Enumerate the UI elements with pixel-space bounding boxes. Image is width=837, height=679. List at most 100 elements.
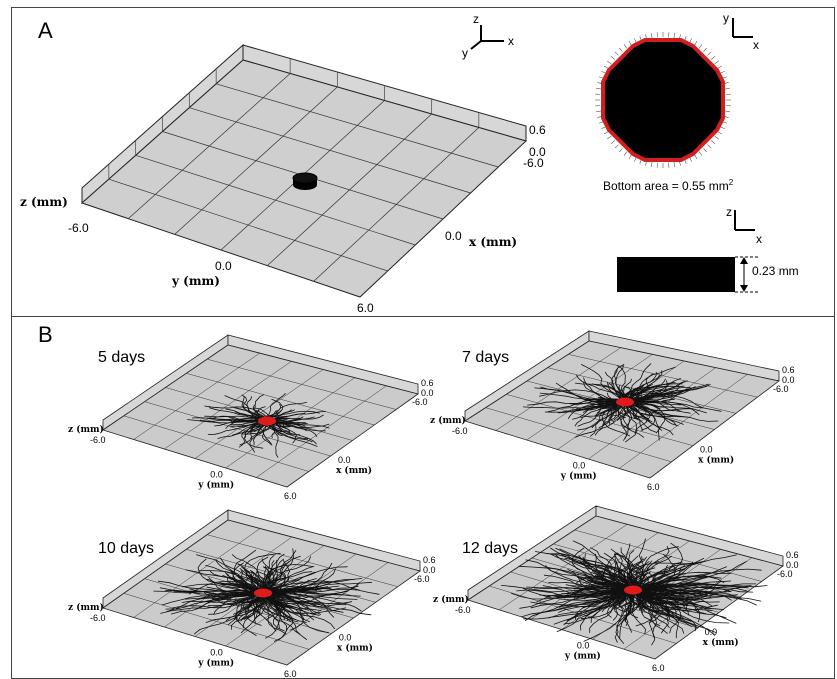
boundary-tick (604, 66, 608, 69)
plot-2: 7 days0.60.0-6.0z (mm)-6.00.0x (mm)0.0y … (430, 331, 795, 492)
implant-top-view (595, 32, 731, 168)
boundary-tick (604, 132, 608, 135)
y-tick-start: -6.0 (455, 605, 471, 615)
x-tick-mid: 0.0 (445, 229, 462, 243)
x-tick-mid: 0.0 (705, 627, 718, 637)
panel-a-label: A (38, 18, 53, 43)
x-tick-start: -6.0 (523, 156, 544, 170)
x-axis-label: x (mm) (698, 454, 734, 465)
y-tick-end: 6.0 (284, 491, 297, 501)
y-tick-start: -6.0 (90, 613, 106, 623)
y-tick-mid: 0.0 (210, 647, 223, 657)
z-tick-top: 0.6 (786, 550, 799, 560)
implant-top (293, 173, 317, 183)
y-tick-end: 6.0 (284, 669, 297, 679)
z-tick-top: 0.6 (782, 365, 795, 375)
x-axis-label: x (mm) (337, 643, 373, 654)
boundary-tick (711, 56, 715, 59)
implant-outline (603, 40, 723, 160)
z-tick-top: 0.6 (423, 555, 436, 565)
boundary-tick (611, 56, 615, 59)
z-axis-label: z (mm) (68, 602, 104, 613)
x-tick-mid: 0.0 (339, 633, 352, 643)
side-view-x: x (756, 232, 762, 246)
z-axis-label: z (mm) (430, 415, 466, 426)
y-axis-label: y (mm) (197, 657, 234, 668)
y-axis-label: y (mm) (560, 470, 597, 481)
boundary-tick (703, 48, 706, 52)
plot-title: 5 days (98, 349, 145, 366)
boundary-tick (690, 38, 692, 43)
boundary-tick (711, 140, 715, 143)
triad-z: z (473, 12, 479, 26)
y-tick-start: -6.0 (90, 435, 106, 445)
boundary-tick (725, 88, 730, 89)
boundary-tick (715, 61, 719, 64)
boundary-tick (611, 140, 615, 143)
plot-4: 12 days 0.60.0-6.0z (mm)-6.00.0x (mm)0.0y… (433, 506, 799, 673)
boundary-tick (690, 157, 692, 162)
y-tick-end: 6.0 (647, 482, 660, 492)
implant-marker (616, 398, 634, 407)
y-axis-label: y (mm) (564, 650, 601, 661)
boundary-tick (634, 38, 636, 43)
boundary-tick (720, 71, 725, 73)
boundary-tick (720, 127, 725, 129)
boundary-tick (619, 148, 622, 152)
x-tick-start: -6.0 (412, 397, 428, 407)
top-view-x: x (753, 38, 759, 52)
y-tick-mid: 0.0 (210, 469, 223, 479)
y-axis-label: y (mm) (171, 274, 220, 288)
implant-side-view (617, 257, 735, 292)
plot-title: 12 days (462, 540, 518, 557)
x-tick-start: -6.0 (414, 574, 430, 584)
boundary-tick (695, 155, 698, 159)
boundary-tick (615, 145, 619, 149)
panel-b-label: B (38, 322, 53, 347)
boundary-tick (607, 136, 611, 139)
plot-title: 10 days (98, 540, 154, 557)
boundary-tick (674, 33, 675, 38)
x-tick-mid: 0.0 (700, 444, 713, 454)
boundary-tick (607, 61, 611, 64)
axes-triad: z x y (462, 12, 514, 60)
x-tick-mid: 0.0 (338, 455, 351, 465)
y-tick-start: -6.0 (452, 426, 468, 436)
boundary-tick (695, 41, 698, 45)
boundary-tick (699, 152, 702, 156)
z-axis-label: z (mm) (68, 424, 104, 435)
boundary-tick (615, 52, 619, 56)
y-tick-start: -6.0 (68, 221, 89, 235)
main-plate-3d (82, 45, 526, 297)
y-axis-label: y (mm) (197, 479, 234, 490)
boundary-tick (634, 157, 636, 162)
boundary-tick (708, 52, 712, 56)
x-tick-start: -6.0 (777, 569, 793, 579)
x-axis-label: x (mm) (469, 235, 517, 249)
height-label: 0.23 mm (752, 264, 799, 278)
plot-1: 5 days0.60.0-6.0z (mm)-6.00.0x (mm)0.0y … (68, 335, 434, 501)
z-axis-label: z (mm) (20, 195, 68, 209)
boundary-tick (629, 155, 632, 159)
implant-marker (624, 586, 642, 595)
boundary-tick (699, 44, 702, 48)
implant-marker (254, 589, 272, 598)
boundary-tick (619, 48, 622, 52)
side-view-z: z (726, 205, 732, 219)
bottom-area-caption: Bottom area = 0.55 mm2 (603, 178, 734, 193)
boundary-tick (725, 111, 730, 112)
boundary-tick (718, 66, 722, 69)
y-tick-mid: 0.0 (577, 640, 590, 650)
x-axis-label: x (mm) (703, 637, 739, 648)
triad-y: y (462, 46, 468, 60)
triad-x: x (508, 34, 514, 48)
y-tick-mid: 0.0 (215, 259, 232, 273)
z-tick-top: 0.6 (529, 123, 546, 137)
x-tick-end: 6.0 (357, 301, 374, 315)
y-tick-mid: 0.0 (573, 460, 586, 470)
boundary-tick (718, 132, 722, 135)
boundary-tick (601, 71, 606, 73)
y-tick-end: 6.0 (652, 663, 665, 673)
